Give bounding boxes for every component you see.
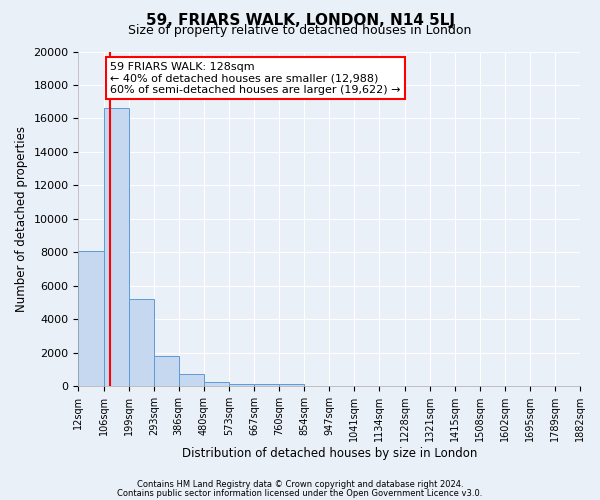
Bar	[104, 108, 128, 386]
Bar	[179, 374, 204, 386]
Bar	[229, 384, 254, 386]
Bar	[279, 384, 304, 386]
Text: Size of property relative to detached houses in London: Size of property relative to detached ho…	[128, 24, 472, 37]
Text: 59, FRIARS WALK, LONDON, N14 5LJ: 59, FRIARS WALK, LONDON, N14 5LJ	[146, 12, 455, 28]
Text: 59 FRIARS WALK: 128sqm
← 40% of detached houses are smaller (12,988)
60% of semi: 59 FRIARS WALK: 128sqm ← 40% of detached…	[110, 62, 401, 94]
X-axis label: Distribution of detached houses by size in London: Distribution of detached houses by size …	[182, 447, 477, 460]
Bar	[154, 356, 179, 386]
Bar	[128, 299, 154, 386]
Bar	[204, 382, 229, 386]
Y-axis label: Number of detached properties: Number of detached properties	[15, 126, 28, 312]
Bar	[79, 250, 104, 386]
Text: Contains HM Land Registry data © Crown copyright and database right 2024.: Contains HM Land Registry data © Crown c…	[137, 480, 463, 489]
Bar	[254, 384, 279, 386]
Text: Contains public sector information licensed under the Open Government Licence v3: Contains public sector information licen…	[118, 488, 482, 498]
